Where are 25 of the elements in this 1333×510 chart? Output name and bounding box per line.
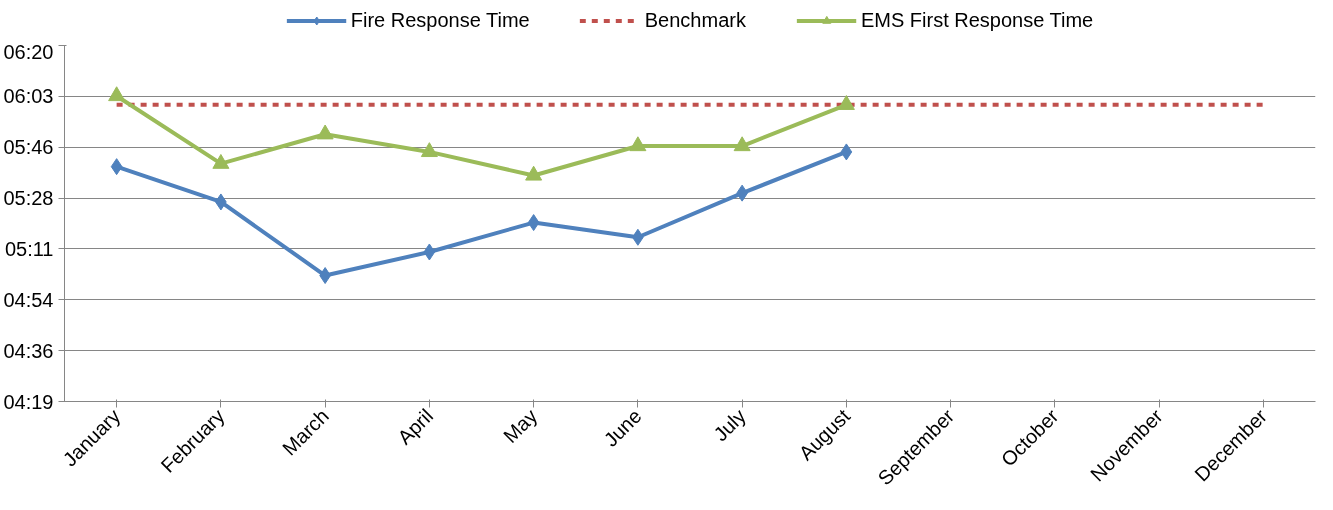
legend-label: EMS First Response Time [860,8,1094,32]
point [108,86,126,102]
y-tick-label: 04:19 [3,390,54,413]
y-tick-label: 05:46 [3,136,54,159]
y-tick-label: 05:11 [4,237,54,260]
y-tick-label: 04:54 [3,288,54,311]
x-tick-label: May [499,404,542,447]
x-tick-label: July [709,404,750,446]
y-tick-label: 06:03 [3,85,54,108]
point [212,153,230,169]
point [527,214,540,232]
legend-label: Benchmark [644,8,746,32]
legend-label: Fire Response Time [350,8,530,32]
point [840,143,853,161]
y-tick-label: 06:20 [3,40,54,63]
point [837,95,855,110]
point [525,165,543,181]
point [733,136,751,152]
y-tick-label: 04:36 [3,339,54,362]
point [423,243,436,261]
point [110,158,123,176]
point [420,142,438,158]
point [629,136,647,152]
y-tick-label: 05:28 [3,187,54,210]
point [316,124,334,140]
